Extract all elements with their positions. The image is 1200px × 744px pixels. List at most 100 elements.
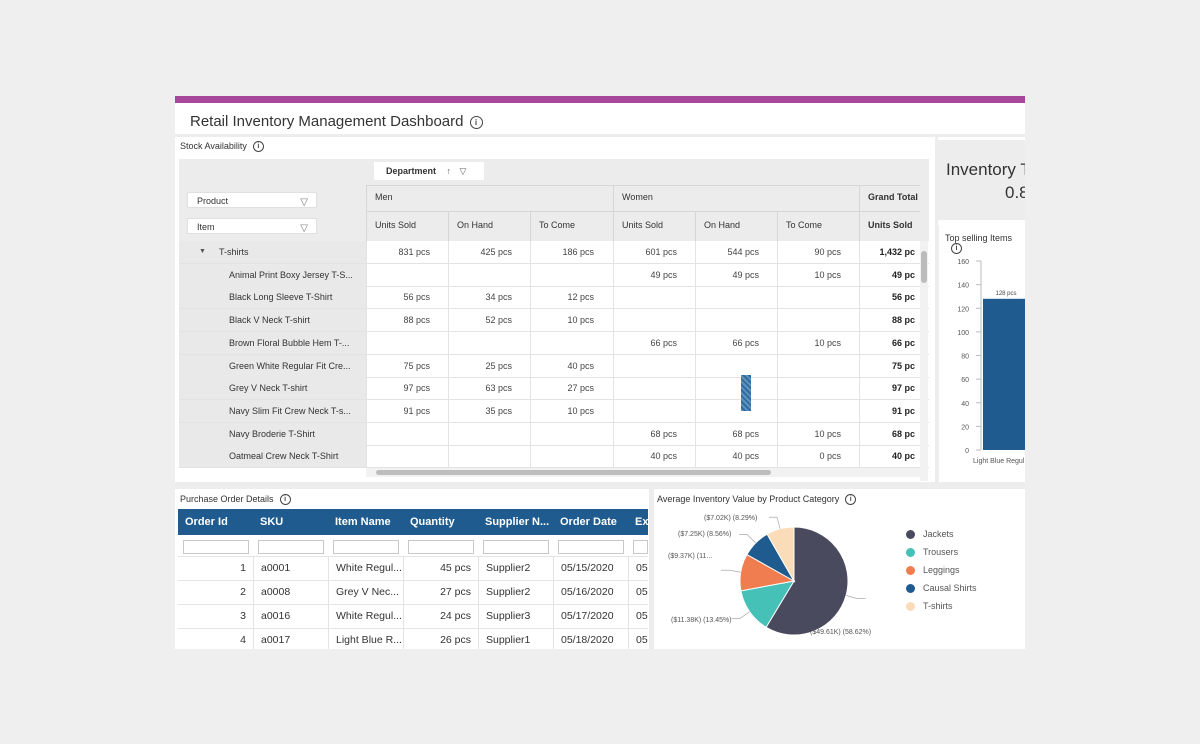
pivot-cell[interactable] xyxy=(448,263,530,286)
pivot-cell[interactable]: 40 pcs xyxy=(613,445,695,468)
col-header[interactable]: On Hand xyxy=(695,211,777,241)
pivot-cell[interactable]: 97 pc xyxy=(859,377,919,400)
col-header[interactable]: Units Sold xyxy=(613,211,695,241)
pivot-cell[interactable]: 97 pcs xyxy=(366,377,448,400)
pivot-cell[interactable] xyxy=(613,399,695,422)
legend-item-t-shirts[interactable]: T-shirts xyxy=(906,601,953,612)
pivot-cell[interactable] xyxy=(777,286,859,309)
product-field-chip[interactable]: Product ▽ xyxy=(187,192,317,208)
horizontal-scrollbar[interactable] xyxy=(366,468,920,477)
item-field-chip[interactable]: Item ▽ xyxy=(187,218,317,234)
pivot-cell[interactable]: 49 pc xyxy=(859,263,919,286)
pivot-cell[interactable]: 10 pcs xyxy=(530,399,612,422)
col-header[interactable]: Units Sold xyxy=(859,211,920,241)
pivot-cell[interactable]: 425 pcs xyxy=(448,241,530,263)
table-row[interactable]: 1 a0001 White Regul... 45 pcs Supplier2 05/15… xyxy=(178,556,648,580)
info-icon[interactable]: i xyxy=(252,141,264,153)
pivot-cell[interactable] xyxy=(366,445,448,468)
legend-item-jackets[interactable]: Jackets xyxy=(906,529,954,540)
filter-input-item-name[interactable] xyxy=(333,540,399,554)
filter-input-order-date[interactable] xyxy=(558,540,624,554)
pivot-cell[interactable] xyxy=(613,309,695,332)
legend-item-trousers[interactable]: Trousers xyxy=(906,547,958,558)
col-header[interactable]: To Come xyxy=(777,211,859,241)
pivot-cell[interactable]: 68 pcs xyxy=(695,422,777,445)
pivot-cell[interactable]: 75 pc xyxy=(859,354,919,377)
pivot-group-row[interactable]: T-shirts ▼ 831 pcs 425 pcs 186 pcs 601 pcs 544… xyxy=(179,241,929,264)
pivot-cell[interactable]: 40 pcs xyxy=(695,445,777,468)
pivot-cell[interactable] xyxy=(530,422,612,445)
pivot-cell[interactable] xyxy=(366,331,448,354)
pivot-cell[interactable] xyxy=(695,286,777,309)
pivot-cell[interactable]: 63 pcs xyxy=(448,377,530,400)
scroll-thumb[interactable] xyxy=(921,251,927,283)
pivot-row[interactable]: Black Long Sleeve T-Shirt 56 pcs 34 pcs 12 … xyxy=(179,286,929,310)
table-row[interactable]: 4 a0017 Light Blue R... 26 pcs Supplier1 05/1… xyxy=(178,628,648,649)
filter-input-expected[interactable] xyxy=(633,540,648,554)
pivot-row[interactable]: Navy Broderie T-Shirt 68 pcs 68 pcs 10 pcs 6… xyxy=(179,422,929,446)
pivot-cell[interactable]: 831 pcs xyxy=(366,241,448,263)
pivot-cell[interactable] xyxy=(530,263,612,286)
pivot-cell[interactable]: 75 pcs xyxy=(366,354,448,377)
pie-slice-jackets[interactable] xyxy=(765,526,849,636)
col-header[interactable]: On Hand xyxy=(448,211,530,241)
pivot-row[interactable]: Grey V Neck T-shirt 97 pcs 63 pcs 27 pcs 97 … xyxy=(179,377,929,401)
pivot-cell[interactable] xyxy=(695,309,777,332)
pivot-cell[interactable]: 68 pcs xyxy=(613,422,695,445)
col-header-quantity[interactable]: Quantity xyxy=(410,516,455,528)
filter-input-order-id[interactable] xyxy=(183,540,249,554)
department-field-chip[interactable]: Department ↑ ▽ xyxy=(374,162,484,180)
table-row[interactable]: 2 a0008 Grey V Nec... 27 pcs Supplier2 05/16/… xyxy=(178,580,648,604)
pivot-cell[interactable] xyxy=(448,445,530,468)
vertical-scrollbar[interactable] xyxy=(920,241,928,481)
pivot-cell[interactable]: 90 pcs xyxy=(777,241,859,263)
pivot-cell[interactable]: 34 pcs xyxy=(448,286,530,309)
filter-input-supplier[interactable] xyxy=(483,540,549,554)
pivot-cell[interactable]: 56 pcs xyxy=(366,286,448,309)
info-icon[interactable]: i xyxy=(469,115,483,129)
pivot-cell[interactable]: 25 pcs xyxy=(448,354,530,377)
pie-slice-t-shirts[interactable] xyxy=(766,526,795,583)
pivot-cell[interactable]: 10 pcs xyxy=(777,263,859,286)
pivot-cell[interactable]: 88 pc xyxy=(859,309,919,332)
pivot-cell[interactable] xyxy=(695,354,777,377)
pivot-row[interactable]: Brown Floral Bubble Hem T-... 66 pcs 66 pc… xyxy=(179,331,929,355)
pivot-cell[interactable] xyxy=(777,354,859,377)
pivot-cell[interactable]: 56 pc xyxy=(859,286,919,309)
pivot-cell[interactable]: 66 pc xyxy=(859,331,919,354)
pivot-cell[interactable] xyxy=(448,331,530,354)
pivot-row[interactable]: Oatmeal Crew Neck T-Shirt 40 pcs 40 pcs 0 p… xyxy=(179,445,929,469)
filter-icon[interactable]: ▽ xyxy=(459,166,467,176)
filter-input-quantity[interactable] xyxy=(408,540,474,554)
filter-icon[interactable]: ▽ xyxy=(300,223,308,234)
pivot-cell[interactable]: 10 pcs xyxy=(777,422,859,445)
pivot-cell[interactable]: 544 pcs xyxy=(695,241,777,263)
bar[interactable] xyxy=(983,298,1025,450)
pivot-cell[interactable]: 12 pcs xyxy=(530,286,612,309)
legend-item-leggings[interactable]: Leggings xyxy=(906,565,960,576)
info-icon[interactable]: i xyxy=(845,494,857,506)
pivot-cell[interactable]: 66 pcs xyxy=(613,331,695,354)
pivot-cell[interactable] xyxy=(530,331,612,354)
legend-item-causal-shirts[interactable]: Causal Shirts xyxy=(906,583,977,594)
pivot-cell[interactable]: 1,432 pc xyxy=(859,241,919,263)
pivot-cell[interactable] xyxy=(777,377,859,400)
pivot-cell[interactable]: 49 pcs xyxy=(613,263,695,286)
pivot-row[interactable]: Animal Print Boxy Jersey T-S... 49 pcs 49 … xyxy=(179,263,929,287)
pivot-cell[interactable] xyxy=(777,309,859,332)
pivot-cell[interactable]: 88 pcs xyxy=(366,309,448,332)
pivot-row[interactable]: Green White Regular Fit Cre... 75 pcs 25 p… xyxy=(179,354,929,378)
pivot-cell[interactable]: 68 pc xyxy=(859,422,919,445)
pivot-cell[interactable]: 27 pcs xyxy=(530,377,612,400)
sort-up-icon[interactable]: ↑ xyxy=(446,166,452,176)
collapse-caret-icon[interactable]: ▼ xyxy=(199,248,206,255)
pivot-cell[interactable]: 40 pcs xyxy=(530,354,612,377)
pivot-cell[interactable]: 91 pcs xyxy=(366,399,448,422)
pivot-cell[interactable] xyxy=(613,286,695,309)
col-header-expected[interactable]: Ex xyxy=(635,516,648,528)
pivot-cell[interactable] xyxy=(613,354,695,377)
filter-input-sku[interactable] xyxy=(258,540,324,554)
info-icon[interactable]: i xyxy=(951,243,962,255)
pivot-cell[interactable]: 35 pcs xyxy=(448,399,530,422)
pivot-row[interactable]: Navy Slim Fit Crew Neck T-s... 91 pcs 35 p… xyxy=(179,399,929,423)
